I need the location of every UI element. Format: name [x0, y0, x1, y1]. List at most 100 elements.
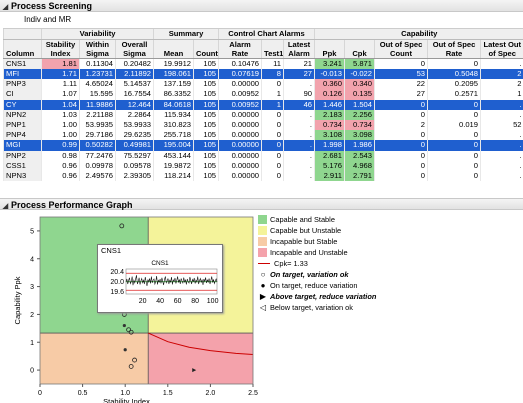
- legend-label: Incapable and Unstable: [270, 248, 348, 257]
- cell-alarm_rate: 0.00000: [218, 109, 262, 120]
- table-row[interactable]: CY 1.04 11.9886 12.464 84.0618 105 0.00952 1 46 1…: [3, 99, 523, 110]
- legend-item[interactable]: Capable and Stable: [258, 214, 376, 225]
- cell-latest_oos: .: [480, 140, 523, 151]
- y-tick-label: 3: [30, 284, 34, 291]
- table-row[interactable]: PNP2 0.98 77.2476 75.5297 453.144 105 0.00000 0…: [3, 150, 523, 161]
- inset-x-tick-label: 40: [156, 298, 164, 305]
- legend-item[interactable]: Incapable and Unstable: [258, 247, 376, 258]
- cell-within: 29.7186: [79, 130, 116, 141]
- cell-oos_count: 0: [374, 150, 428, 161]
- cell-mean: 198.061: [153, 69, 194, 80]
- legend-item[interactable]: Cpk= 1.33: [258, 258, 376, 269]
- cell-latest_alarm: .: [283, 79, 315, 90]
- cell-overall: 0.20482: [114, 58, 154, 69]
- cell-stab: 1.00: [41, 130, 80, 141]
- cell-ppk: 0.734: [314, 119, 345, 131]
- table-row[interactable]: PNP3 1.11 4.65024 5.14537 137.159 105 0.00000 0…: [3, 79, 523, 90]
- cell-cpk: -0.022: [344, 69, 375, 80]
- cell-cpk: 0.340: [344, 79, 375, 90]
- cell-alarm_rate: 0.07619: [218, 69, 262, 80]
- column-header-col[interactable]: Column: [3, 39, 42, 59]
- cell-oos_rate: 0.019: [427, 119, 481, 131]
- table-row[interactable]: MGI 0.99 0.50282 0.49981 195.004 105 0.00000 0.…: [3, 140, 523, 151]
- cell-overall: 2.2864: [114, 109, 154, 120]
- disclosure-triangle-icon[interactable]: ◢: [2, 4, 9, 11]
- cell-alarm_rate: 0.00000: [218, 160, 262, 171]
- cell-oos_rate: 0: [427, 58, 481, 69]
- legend-label: On target, reduce variation: [270, 281, 358, 290]
- cell-stab: 1.00: [41, 119, 80, 131]
- column-header-oos_rate[interactable]: Out of Spec Rate: [427, 39, 481, 59]
- cell-cpk: 5.871: [344, 58, 375, 69]
- cell-ppk: 5.176: [314, 160, 345, 171]
- cell-latest_alarm: .: [283, 150, 315, 161]
- legend-item[interactable]: ▶ Above target, reduce variation: [258, 291, 376, 302]
- cell-stab: 1.71: [41, 69, 80, 80]
- table-row[interactable]: PNP4 1.00 29.7186 29.6235 255.718 105 0.00000 0…: [3, 130, 523, 141]
- column-header-alarm_rate[interactable]: Alarm Rate: [218, 39, 262, 59]
- table-row[interactable]: MFI 1.71 1.23731 2.11892 198.061 105 0.07619 8 2…: [3, 69, 523, 80]
- column-header-count[interactable]: Count: [193, 39, 219, 59]
- inset-y-tick-label: 20.0: [110, 279, 124, 286]
- table-row[interactable]: CSS1 0.96 0.09978 0.09578 19.9872 105 0.00000 0…: [3, 160, 523, 171]
- cell-col: PNP4: [3, 130, 42, 141]
- cell-within: 15.595: [79, 89, 116, 100]
- column-header-ppk[interactable]: Ppk: [314, 39, 345, 59]
- cell-mean: 118.214: [153, 170, 194, 182]
- table-row[interactable]: NPN2 1.03 2.21188 2.2864 115.934 105 0.00000 0.…: [3, 109, 523, 120]
- cell-latest_alarm: .: [283, 130, 315, 141]
- cell-within: 2.49576: [79, 170, 116, 182]
- column-header-stab[interactable]: Stability Index: [41, 39, 80, 59]
- legend-item[interactable]: ○ On target, variation ok: [258, 269, 376, 280]
- column-header-overall[interactable]: Overall Sigma: [114, 39, 154, 59]
- cell-cpk: 0.135: [344, 89, 375, 100]
- cell-oos_count: 0: [374, 160, 428, 171]
- cell-oos_rate: 0: [427, 140, 481, 151]
- legend-item[interactable]: Incapable but Stable: [258, 236, 376, 247]
- cell-count: 105: [193, 58, 219, 69]
- cell-latest_oos: .: [480, 170, 523, 182]
- column-header-row: Column Stability Index Within Sigma Overall…: [3, 39, 523, 59]
- cell-cpk: 2.791: [344, 170, 375, 182]
- cell-latest_alarm: 46: [283, 99, 315, 110]
- disclosure-triangle-icon[interactable]: ◢: [2, 203, 9, 210]
- legend-label: Incapable but Stable: [270, 237, 338, 246]
- legend-item[interactable]: ● On target, reduce variation: [258, 280, 376, 291]
- column-header-within[interactable]: Within Sigma: [79, 39, 116, 59]
- column-header-oos_count[interactable]: Out of Spec Count: [374, 39, 428, 59]
- cell-test1: 0: [261, 79, 284, 90]
- cell-cpk: 0.734: [344, 119, 375, 131]
- cell-mean: 19.9872: [153, 160, 194, 171]
- cell-col: MFI: [3, 69, 42, 80]
- cell-mean: 19.9912: [153, 58, 194, 69]
- column-header-mean[interactable]: Mean: [153, 39, 194, 59]
- column-header-cpk[interactable]: Cpk: [344, 39, 375, 59]
- table-row[interactable]: NPN3 0.96 2.49576 2.39305 118.214 105 0.00000 0…: [3, 170, 523, 182]
- cell-oos_count: 53: [374, 69, 428, 80]
- x-tick-label: 0: [38, 390, 42, 397]
- column-header-test1[interactable]: Test1: [261, 39, 284, 59]
- column-header-latest_alarm[interactable]: Latest Alarm: [283, 39, 315, 59]
- column-header-latest_oos[interactable]: Latest Out of Spec: [480, 39, 523, 59]
- cell-mean: 195.004: [153, 140, 194, 151]
- cell-test1: 1: [261, 89, 284, 100]
- legend-item[interactable]: Capable but Unstable: [258, 225, 376, 236]
- inset-label: CNS1: [101, 246, 122, 255]
- process-screening-header[interactable]: ◢ Process Screening: [0, 0, 523, 12]
- table-row[interactable]: CI 1.07 15.595 16.7554 86.3352 105 0.00952 1 90 0…: [3, 89, 523, 100]
- cell-overall: 2.39305: [114, 170, 154, 182]
- cell-overall: 0.09578: [114, 160, 154, 171]
- cell-oos_count: 0: [374, 58, 428, 69]
- table-row[interactable]: CNS1 1.81 0.11304 0.20482 19.9912 105 0.10476 1…: [3, 58, 523, 69]
- legend-swatch: [258, 248, 267, 257]
- x-tick-label: 2.5: [248, 390, 258, 397]
- table-row[interactable]: PNP1 1.00 53.9935 53.9933 310.823 105 0.00000 0…: [3, 119, 523, 131]
- cell-alarm_rate: 0.00000: [218, 170, 262, 182]
- inset-y-tick-label: 19.6: [110, 289, 124, 296]
- performance-graph-header[interactable]: ◢ Process Performance Graph: [0, 198, 523, 210]
- cell-latest_alarm: 27: [283, 69, 315, 80]
- legend-item[interactable]: ◁ Below target, variation ok: [258, 302, 376, 313]
- cell-stab: 0.96: [41, 160, 80, 171]
- cell-latest_alarm: 90: [283, 89, 315, 100]
- data-point: [122, 323, 126, 328]
